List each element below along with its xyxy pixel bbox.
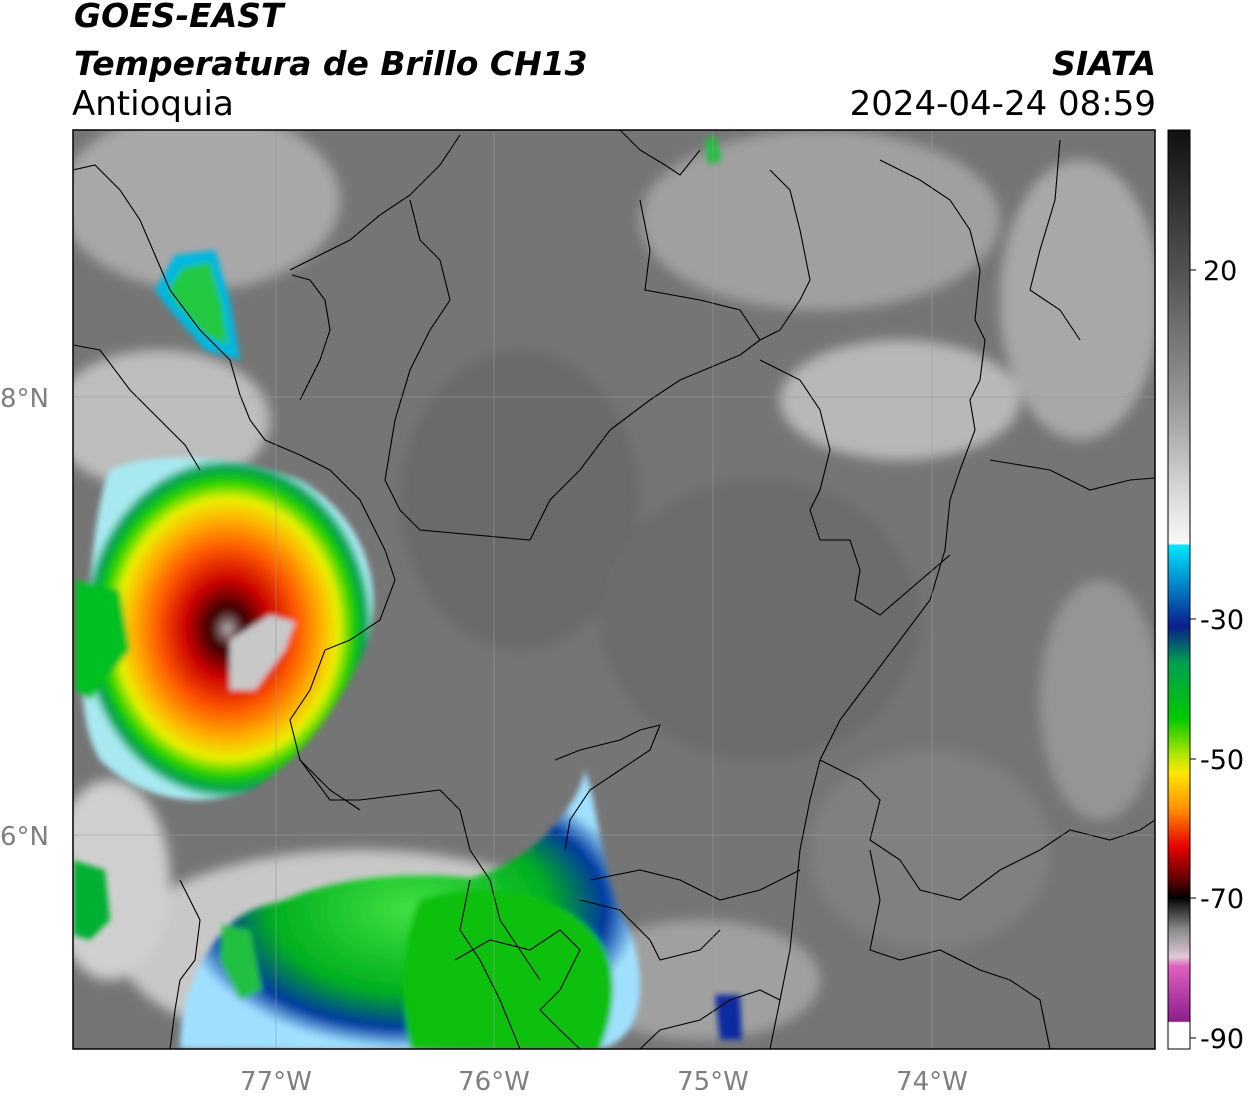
agency-label: SIATA bbox=[1052, 44, 1156, 83]
region-label: Antioquia bbox=[72, 84, 234, 124]
colorbar-tick-label: -50 bbox=[1200, 745, 1244, 776]
lon-tick-label: 77°W bbox=[240, 1067, 312, 1097]
colorbar-tick-label: -90 bbox=[1200, 1024, 1244, 1055]
political-borders bbox=[73, 130, 1155, 1049]
lat-tick-label: 6°N bbox=[0, 822, 49, 852]
temperature-colorbar: 20 -30 -50 -70 -90 bbox=[1167, 129, 1244, 1055]
lon-tick-label: 74°W bbox=[896, 1067, 968, 1097]
colorbar-tick-label: -30 bbox=[1200, 605, 1244, 636]
lon-tick-label: 76°W bbox=[458, 1067, 530, 1097]
longitude-axis: 77°W 76°W 75°W 74°W bbox=[240, 1067, 968, 1097]
colorbar-scale bbox=[1167, 129, 1191, 1050]
map-frame bbox=[72, 129, 1156, 1050]
colorbar-tick-label: 20 bbox=[1203, 256, 1237, 287]
satellite-title: GOES-EAST bbox=[74, 0, 284, 35]
lat-tick-label: 8°N bbox=[0, 384, 49, 414]
graticule bbox=[73, 130, 1155, 1049]
timestamp-label: 2024-04-24 08:59 bbox=[849, 84, 1156, 124]
lon-tick-label: 75°W bbox=[677, 1067, 749, 1097]
latitude-axis: 8°N 6°N bbox=[0, 384, 49, 852]
satellite-imagery bbox=[73, 130, 1155, 1049]
convective-systems bbox=[73, 135, 742, 1049]
product-title: Temperatura de Brillo CH13 bbox=[74, 44, 588, 83]
colorbar-tick-label: -70 bbox=[1200, 884, 1244, 915]
